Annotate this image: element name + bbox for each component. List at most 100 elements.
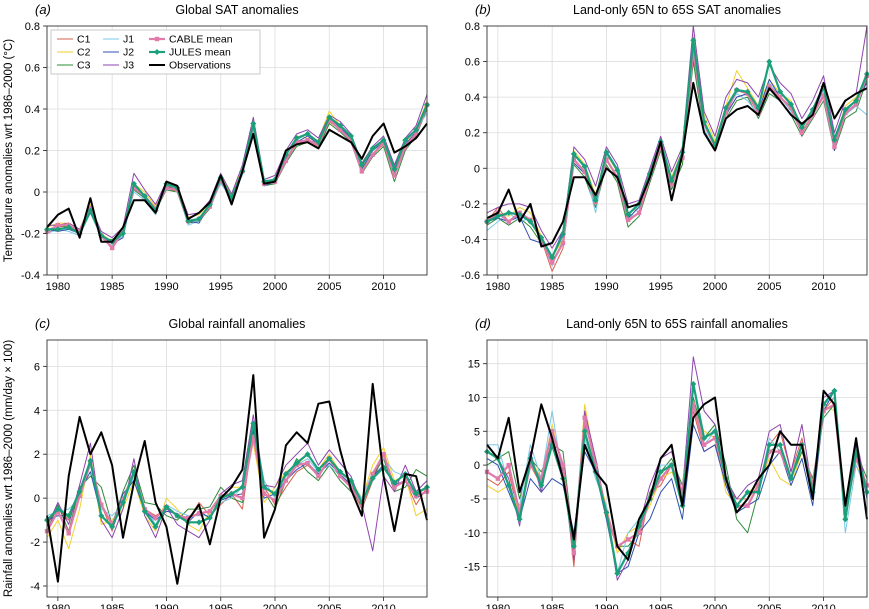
data-point xyxy=(315,466,322,473)
legend-label: C3 xyxy=(77,60,91,72)
data-point xyxy=(777,449,783,454)
data-point xyxy=(304,130,311,137)
legend-item-jules-mean: JULES mean xyxy=(149,47,231,59)
plot-frame xyxy=(486,25,868,276)
y-tick-label: -0.2 xyxy=(461,199,480,211)
panel-c: 1980 1985 1990 1995 2000 2005 2010 -4 -2 0 2 4 6 (c) G… xyxy=(3,316,430,609)
data-point xyxy=(403,478,408,483)
y-tick-label: 0.8 xyxy=(465,21,480,33)
data-point xyxy=(560,231,566,238)
x-tick-label: 1980 xyxy=(486,603,510,609)
x-tick-label: 1995 xyxy=(648,281,672,293)
series-line-c1 xyxy=(46,104,428,245)
x-tick-label: 1985 xyxy=(540,603,564,609)
data-point xyxy=(99,502,104,507)
x-tick-label: 1990 xyxy=(594,603,618,609)
x-tick-label: 1980 xyxy=(46,281,70,293)
data-point xyxy=(348,137,354,143)
data-point xyxy=(744,88,751,95)
data-point xyxy=(54,506,61,513)
data-point xyxy=(625,537,631,542)
data-point xyxy=(392,484,397,490)
data-point xyxy=(614,167,621,174)
legend-label: J1 xyxy=(123,34,134,46)
data-point xyxy=(87,207,94,214)
data-point xyxy=(777,441,784,448)
series-observations xyxy=(46,122,428,243)
data-point xyxy=(560,240,566,246)
series-cable-mean xyxy=(44,102,430,251)
y-tick-label: 15 xyxy=(468,359,480,371)
data-point xyxy=(712,428,718,435)
y-tick-label: -2 xyxy=(30,537,40,549)
x-tick-label: 1985 xyxy=(100,281,124,293)
y-axis-label: Rainfall anomalies wrt 1986–2000 (mm/day… xyxy=(3,340,15,597)
y-tick-label: 0.4 xyxy=(465,92,480,104)
chart-title: Global SAT anomalies xyxy=(175,3,298,17)
data-point xyxy=(767,84,772,89)
y-tick-label: 0.4 xyxy=(25,104,40,116)
data-point xyxy=(413,131,419,137)
x-tick-label: 2000 xyxy=(263,603,287,609)
data-point xyxy=(516,516,523,523)
data-point xyxy=(98,512,105,519)
y-tick-label: -0.6 xyxy=(461,270,480,282)
data-point xyxy=(120,230,126,237)
series-line-observations xyxy=(46,122,428,243)
data-point xyxy=(853,97,860,104)
data-point xyxy=(701,442,707,448)
data-point xyxy=(316,473,321,479)
series-line-c3 xyxy=(46,108,428,241)
series-j3 xyxy=(486,25,868,249)
series-line-j3 xyxy=(47,94,428,239)
data-point xyxy=(66,531,71,536)
data-point xyxy=(283,478,289,483)
series-line-c2 xyxy=(486,34,868,258)
data-point xyxy=(842,106,849,113)
data-point xyxy=(604,157,609,162)
data-point xyxy=(283,158,289,164)
y-tick-label: -0.4 xyxy=(461,234,480,246)
data-point xyxy=(494,213,501,220)
data-point xyxy=(549,254,556,261)
data-point xyxy=(864,489,869,496)
y-tick-label: 5 xyxy=(474,426,480,438)
y-tick-label: 6 xyxy=(34,361,40,373)
data-point xyxy=(228,490,235,497)
data-point xyxy=(538,482,545,489)
y-tick-label: 0.2 xyxy=(25,146,40,158)
y-tick-label: 0 xyxy=(34,493,40,505)
data-point xyxy=(164,185,169,191)
data-point xyxy=(272,498,278,503)
data-point xyxy=(549,260,555,265)
data-point xyxy=(821,93,826,98)
data-point xyxy=(358,162,365,169)
legend-label: J2 xyxy=(123,47,134,59)
series-line-j2 xyxy=(486,43,868,258)
x-tick-label: 2005 xyxy=(317,603,341,609)
data-point xyxy=(196,519,202,526)
series-line-jules-mean xyxy=(486,39,869,259)
data-point xyxy=(723,110,729,116)
data-point xyxy=(337,122,344,129)
data-point xyxy=(293,135,300,142)
y-tick-label: -10 xyxy=(464,528,480,540)
data-point xyxy=(549,429,555,434)
data-point xyxy=(570,543,577,550)
data-point xyxy=(690,37,697,44)
legend-item-observations: Observations xyxy=(149,60,231,72)
data-point xyxy=(733,87,740,94)
gridlines xyxy=(47,340,427,597)
data-point xyxy=(777,94,783,100)
data-point xyxy=(581,428,588,435)
series-c1 xyxy=(46,104,428,245)
plot-frame xyxy=(46,339,428,598)
data-point xyxy=(831,136,838,143)
x-tick-label: 2000 xyxy=(703,281,727,293)
legend-item-c3: C3 xyxy=(57,60,91,72)
data-point xyxy=(788,101,794,108)
data-point xyxy=(571,550,577,556)
series-j2 xyxy=(486,43,868,258)
series-line-c2 xyxy=(46,100,428,243)
